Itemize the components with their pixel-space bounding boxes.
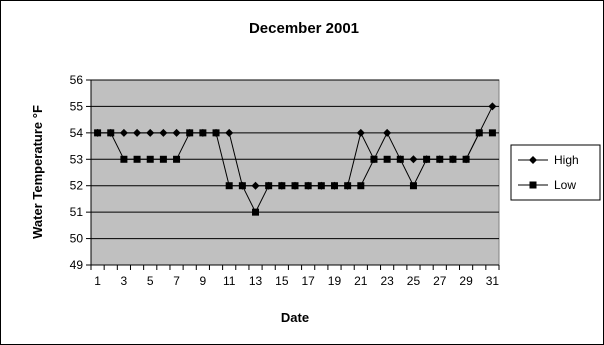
x-tick-label: 13 (249, 274, 263, 288)
y-tick-label: 54 (70, 126, 84, 140)
series-low-point (252, 208, 260, 216)
series-low-point (225, 182, 233, 190)
y-tick-label: 53 (70, 152, 84, 166)
series-low-point (146, 155, 154, 163)
x-tick-label: 5 (147, 274, 154, 288)
x-tick-label: 17 (301, 274, 315, 288)
y-tick-label: 50 (70, 232, 84, 246)
series-high-point (383, 128, 392, 137)
series-low-point (383, 155, 391, 163)
series-low-point (120, 155, 128, 163)
series-low-point (330, 182, 338, 190)
y-tick-label: 49 (70, 258, 84, 272)
series-high-point (251, 181, 260, 190)
legend: High Low (510, 144, 601, 201)
legend-marker-high (529, 156, 537, 164)
x-tick-label: 27 (433, 274, 447, 288)
series-low-point (462, 155, 470, 163)
series-low-point (449, 155, 457, 163)
x-tick-label: 11 (223, 274, 236, 288)
series-low-point (304, 182, 312, 190)
x-tick-label: 19 (328, 274, 342, 288)
chart-title: December 2001 (249, 20, 359, 37)
series-group (93, 102, 497, 216)
series-low-point (107, 129, 115, 137)
y-tick-label: 56 (70, 73, 84, 87)
y-tick-label: 51 (70, 205, 84, 219)
series-high-point (119, 128, 128, 137)
series-low-point (265, 182, 273, 190)
x-tick-label: 23 (380, 274, 394, 288)
series-low-point (212, 129, 220, 137)
series-low-point (344, 182, 352, 190)
x-tick-label: 31 (486, 274, 500, 288)
series-low-point (488, 129, 496, 137)
y-axis-title: Water Temperature °F (30, 105, 45, 239)
series-low-point (396, 155, 404, 163)
y-tick-label: 52 (70, 179, 84, 193)
series-low-point (409, 182, 417, 190)
series-high-point (225, 128, 234, 137)
x-tick-label: 3 (121, 274, 128, 288)
series-high-point (488, 102, 497, 111)
x-tick-label: 29 (459, 274, 473, 288)
series-high-point (356, 128, 365, 137)
x-axis: 1 3 5 7 9 11 13 15 17 19 21 23 25 27 29 31 (90, 264, 500, 288)
series-high-point (159, 128, 168, 137)
series-high-point (409, 155, 418, 164)
series-low (94, 129, 496, 216)
series-low-point (475, 129, 483, 137)
legend-box (510, 144, 601, 201)
x-tick-label: 21 (354, 274, 368, 288)
series-low-point (436, 155, 444, 163)
plot-area (90, 79, 500, 266)
series-low-point (370, 155, 378, 163)
series-low-point (317, 182, 325, 190)
series-low-point (186, 129, 194, 137)
legend-marker-low (529, 181, 537, 189)
x-tick-label: 7 (173, 274, 180, 288)
y-tick-label: 55 (70, 99, 84, 113)
series-high-point (133, 128, 142, 137)
series-low-point (199, 129, 207, 137)
series-low-point (173, 155, 181, 163)
legend-label-low: Low (554, 178, 576, 192)
series-low-point (357, 182, 365, 190)
x-tick-label: 25 (407, 274, 421, 288)
y-axis: 49 50 51 52 53 54 55 56 (70, 73, 92, 272)
series-low-point (278, 182, 286, 190)
x-tick-label: 1 (94, 274, 101, 288)
series-high-point (146, 128, 155, 137)
series-high-point (172, 128, 181, 137)
x-tick-label: 9 (200, 274, 207, 288)
series-low-point (291, 182, 299, 190)
series-low-point (423, 155, 431, 163)
series-low-point (238, 182, 246, 190)
series-low-point (133, 155, 141, 163)
x-axis-title: Date (281, 310, 309, 325)
x-tick-label: 15 (275, 274, 289, 288)
series-low-point (159, 155, 167, 163)
series-low-point (94, 129, 102, 137)
legend-label-high: High (554, 153, 579, 167)
